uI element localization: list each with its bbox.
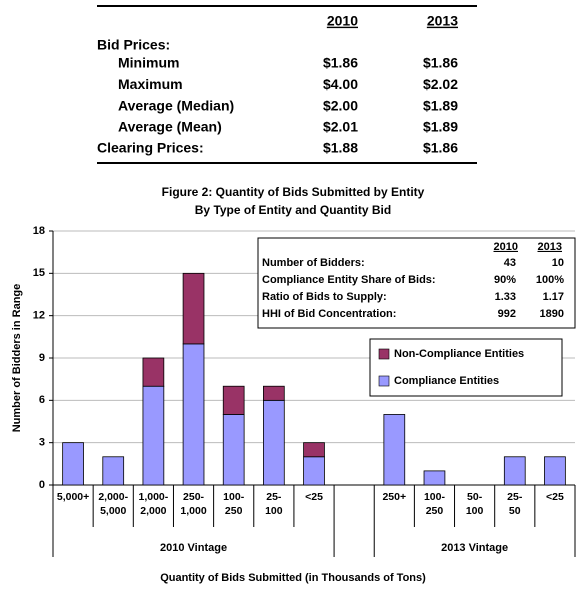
x-tick-label: 25-100 [265, 491, 283, 517]
inset-cell: 1.33 [495, 291, 516, 303]
x-tick-label: 100-250 [424, 491, 446, 517]
x-tick-label: 250-1,000 [180, 491, 206, 517]
bar [544, 456, 566, 486]
bar [303, 456, 325, 486]
table-row-label: Average (Mean) [118, 119, 222, 135]
table-cell: $1.88 [323, 140, 358, 156]
y-tick-label: 0 [39, 479, 45, 491]
inset-row-label: Number of Bidders: [262, 257, 365, 269]
inset-row-label: Ratio of Bids to Supply: [262, 291, 387, 303]
table-header: 2013 [427, 13, 458, 29]
x-tick-label: 25-50 [507, 491, 523, 517]
bar [62, 442, 84, 486]
bar [263, 399, 285, 486]
bar [263, 385, 285, 401]
x-tick-label: <25 [546, 491, 564, 503]
table-row-label: Clearing Prices: [97, 140, 204, 156]
bar [222, 385, 245, 415]
x-tick-label: 1,000-2,000 [138, 491, 168, 517]
legend-box [369, 338, 563, 397]
inset-cell: 90% [494, 274, 516, 286]
y-tick-label: 15 [33, 267, 45, 279]
table-section: Bid Prices: [97, 37, 170, 53]
inset-box [257, 237, 576, 329]
y-axis-label: Number of Bidders in Range [11, 284, 23, 433]
x-tick-label: 50-100 [466, 491, 484, 517]
inset-row-label: Compliance Entity Share of Bids: [262, 274, 436, 286]
inset-header: 2010 [494, 241, 518, 253]
bar [503, 456, 526, 486]
table-cell: $1.89 [423, 97, 458, 113]
x-tick-label: 2,000-5,000 [98, 491, 128, 517]
table-cell: $2.01 [323, 119, 358, 135]
inset-cell: 1.17 [543, 291, 564, 303]
y-tick-label: 18 [33, 225, 45, 237]
table-cell: $1.86 [423, 140, 458, 156]
bar [182, 272, 205, 345]
x-axis-label: Quantity of Bids Submitted (in Thousands… [160, 572, 426, 584]
bar [303, 442, 325, 458]
inset-cell: 1890 [540, 308, 564, 320]
chart-title: Figure 2: Quantity of Bids Submitted by … [162, 185, 425, 199]
bar [182, 343, 205, 486]
y-tick-label: 6 [39, 394, 45, 406]
bar [142, 357, 165, 387]
table-row-label: Minimum [118, 55, 179, 71]
x-tick-label: 100-250 [223, 491, 245, 517]
y-tick-label: 12 [33, 310, 45, 322]
group-label: 2010 Vintage [160, 542, 227, 554]
chart-subtitle: By Type of Entity and Quantity Bid [195, 203, 391, 217]
inset-cell: 10 [552, 257, 564, 269]
y-tick-label: 3 [39, 437, 45, 449]
inset-cell: 100% [536, 274, 564, 286]
inset-row-label: HHI of Bid Concentration: [262, 308, 396, 320]
legend-swatch [378, 375, 390, 387]
table-header: 2010 [327, 13, 358, 29]
bar [102, 456, 125, 486]
table-cell: $1.86 [323, 55, 358, 71]
legend-label: Compliance Entities [394, 375, 499, 387]
bar [142, 385, 165, 486]
inset-cell: 992 [498, 308, 516, 320]
x-tick-label: 5,000+ [57, 491, 89, 503]
x-tick-label: <25 [305, 491, 323, 503]
table-cell: $1.86 [423, 55, 458, 71]
table-cell: $1.89 [423, 119, 458, 135]
bar [222, 414, 245, 486]
group-label: 2013 Vintage [441, 542, 508, 554]
table-cell: $2.00 [323, 97, 358, 113]
table-row-label: Maximum [118, 76, 183, 92]
legend-label: Non-Compliance Entities [394, 348, 524, 360]
x-tick-label: 250+ [382, 491, 406, 503]
inset-header: 2013 [538, 241, 562, 253]
bar [423, 470, 446, 486]
legend-swatch [378, 348, 390, 360]
table-row-label: Average (Median) [118, 97, 234, 113]
y-tick-label: 9 [39, 352, 45, 364]
table-cell: $2.02 [423, 76, 458, 92]
table-cell: $4.00 [323, 76, 358, 92]
bar [383, 414, 406, 486]
inset-cell: 43 [504, 257, 516, 269]
